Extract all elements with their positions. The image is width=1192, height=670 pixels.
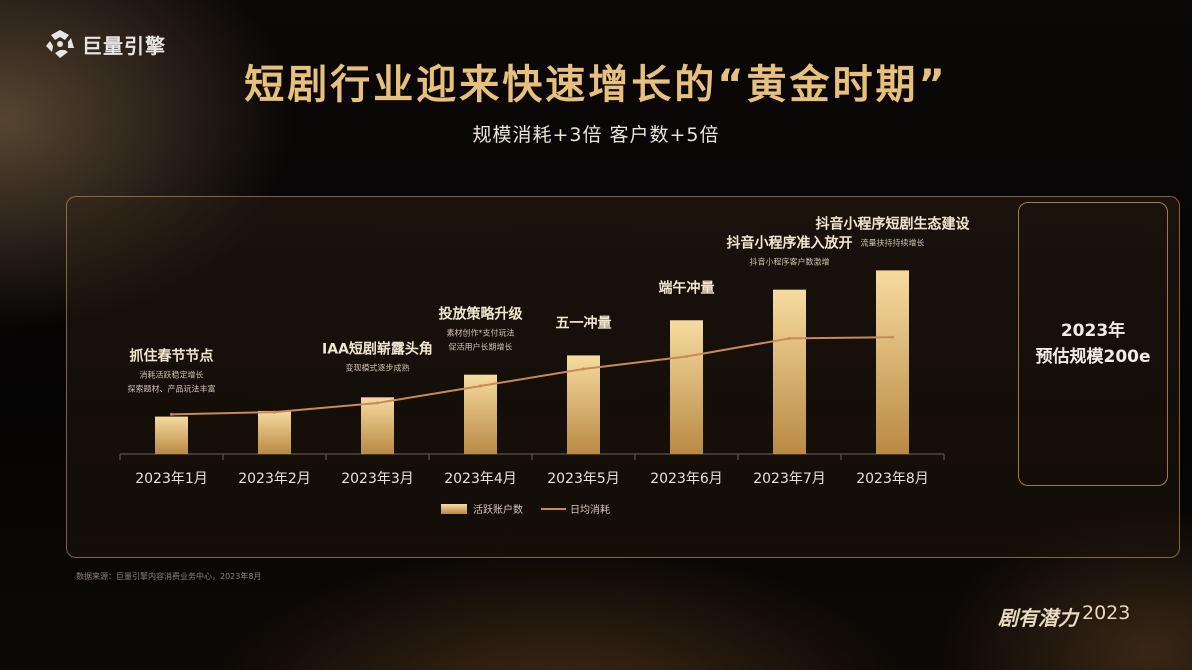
- x-tick-label: 2023年4月: [444, 471, 517, 487]
- logo-text: 巨量引擎: [82, 33, 166, 58]
- legend-line-label: 日均消耗: [570, 503, 610, 516]
- estimate-value: 预估规模200e: [1035, 347, 1151, 367]
- line-point: [376, 401, 379, 405]
- bar-2023年1月: [155, 416, 188, 454]
- line-point: [891, 335, 894, 339]
- brand-year: 2023: [1082, 602, 1131, 624]
- legend-bar-label: 活跃账户数: [473, 503, 523, 516]
- estimate-box: 2023年 预估规模200e: [1018, 202, 1168, 486]
- chart-panel: [66, 196, 1180, 558]
- bar-2023年2月: [258, 410, 291, 454]
- legend-bar-swatch: [441, 504, 467, 514]
- page-title: 短剧行业迎来快速增长的“黄金时期”: [244, 62, 948, 108]
- x-tick-label: 2023年5月: [547, 471, 620, 487]
- line-point: [273, 410, 276, 414]
- annotation-title: 抓住春节节点: [130, 348, 214, 365]
- x-tick-label: 2023年1月: [135, 471, 208, 487]
- line-point: [170, 412, 173, 416]
- annotation-detail: 探索题材、产品玩法丰富: [128, 384, 216, 394]
- annotation-title: 端午冲量: [659, 279, 715, 296]
- brand-mark: 剧有潜力: [998, 606, 1078, 630]
- line-point: [685, 355, 688, 359]
- bar-2023年7月: [773, 289, 806, 454]
- x-tick-label: 2023年8月: [856, 471, 929, 487]
- x-tick-label: 2023年6月: [650, 471, 723, 487]
- annotation-detail: 消耗活跃稳定增长: [140, 370, 204, 380]
- bar-2023年6月: [670, 320, 703, 454]
- bar-2023年8月: [876, 270, 909, 454]
- annotation-title: 五一冲量: [556, 314, 612, 331]
- line-series-daily-spend: [171, 336, 893, 416]
- annotation-title: IAA短剧崭露头角: [322, 340, 433, 357]
- annotation-detail: 促活用户长期增长: [449, 342, 513, 352]
- data-source-note: 数据来源：巨量引擎内容消费业务中心，2023年8月: [76, 572, 262, 581]
- x-tick-label: 2023年2月: [238, 471, 311, 487]
- annotation-title: 抖音小程序准入放开: [727, 235, 853, 252]
- line-point: [582, 367, 585, 371]
- logo-icon: [46, 30, 74, 58]
- line-point: [788, 336, 791, 340]
- bar-2023年3月: [361, 397, 394, 454]
- annotation-detail: 流量扶持持续增长: [861, 237, 925, 247]
- x-tick-label: 2023年7月: [753, 471, 826, 487]
- x-tick-label: 2023年3月: [341, 471, 414, 487]
- page-subtitle: 规模消耗+3倍 客户数+5倍: [472, 124, 720, 146]
- annotation-detail: 抖音小程序客户数激增: [750, 257, 830, 267]
- annotation-title: 投放策略升级: [439, 306, 524, 323]
- annotation-detail: 变现模式逐步成熟: [346, 362, 410, 372]
- bar-2023年5月: [567, 355, 600, 454]
- annotation-detail: 素材创作*支付玩法: [447, 328, 515, 338]
- annotation-title: 抖音小程序短剧生态建设: [816, 215, 971, 232]
- line-point: [479, 384, 482, 388]
- logo: 巨量引擎: [44, 28, 166, 60]
- estimate-year: 2023年: [1060, 321, 1126, 341]
